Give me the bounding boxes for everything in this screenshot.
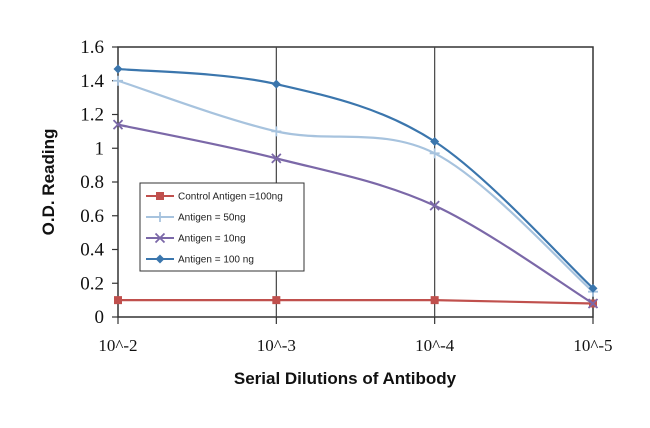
series-line <box>117 67 594 290</box>
y-tick-label: 0.6 <box>80 206 104 227</box>
series-1 <box>113 75 598 297</box>
legend-item: Antigen = 50ng <box>146 212 246 224</box>
series-line <box>118 299 594 305</box>
y-tick-label: 1.6 <box>80 37 104 58</box>
y-tick-label: 1 <box>95 138 105 159</box>
data-point <box>271 79 281 89</box>
legend-label: Control Antigen =100ng <box>178 192 283 203</box>
legend-label: Antigen = 10ng <box>178 234 246 245</box>
x-tick-label: 10^-5 <box>573 336 612 355</box>
data-point <box>429 200 440 211</box>
data-point <box>430 137 440 146</box>
data-point <box>271 126 282 137</box>
legend-marker <box>154 232 166 244</box>
y-tick-label: 0.2 <box>80 273 104 294</box>
legend-marker <box>155 254 165 264</box>
series-line <box>117 123 594 305</box>
x-tick-label: 10^-2 <box>98 336 137 355</box>
x-axis-title: Serial Dilutions of Antibody <box>234 369 457 388</box>
y-tick-label: 0.4 <box>80 240 104 261</box>
data-point <box>271 153 282 164</box>
series-2 <box>112 119 599 309</box>
y-tick-label: 0 <box>95 307 105 328</box>
legend-marker <box>155 212 165 222</box>
legend-label: Antigen = 100 ng <box>178 255 254 266</box>
y-tick-label: 0.8 <box>80 172 104 193</box>
grid-lines <box>275 47 436 317</box>
data-point <box>113 64 123 74</box>
data-point <box>587 298 599 309</box>
legend-marker <box>156 192 164 200</box>
y-tick-label: 1.4 <box>80 71 104 92</box>
data-point <box>114 296 122 305</box>
data-point <box>113 75 123 86</box>
x-axis-ticks: 10^-2 10^-3 10^-4 10^-5 <box>98 317 613 355</box>
y-tick-label: 1.2 <box>80 105 104 126</box>
series-3 <box>113 64 598 293</box>
series-group <box>112 64 599 309</box>
y-axis-ticks: 0 0.2 0.4 0.6 0.8 1 1.2 1.4 1.6 <box>80 37 118 328</box>
series-line <box>117 79 594 293</box>
x-tick-label: 10^-4 <box>415 336 455 355</box>
data-point <box>588 283 598 293</box>
legend-label: Antigen = 50ng <box>178 213 246 224</box>
data-point <box>112 119 124 130</box>
data-point <box>272 296 281 305</box>
legend-item: Control Antigen =100ng <box>146 192 283 203</box>
x-tick-label: 10^-3 <box>257 336 296 355</box>
data-point <box>430 296 439 305</box>
y-axis-title: O.D. Reading <box>39 129 58 236</box>
legend-item: Antigen = 10ng <box>146 232 246 245</box>
data-point <box>429 148 440 159</box>
legend-box <box>139 182 305 272</box>
plot-area <box>117 46 594 318</box>
legend: Control Antigen =100ng Antigen = 50ng Anti… <box>139 182 305 272</box>
legend-item: Antigen = 100 ng <box>146 254 254 266</box>
